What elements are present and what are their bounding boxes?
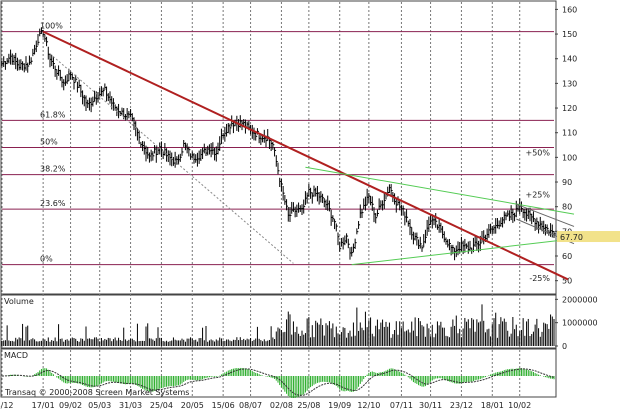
fib-level-label: 23.6% <box>40 199 66 208</box>
fib-level-label: 0% <box>40 255 53 264</box>
fib-level-label: 50% <box>40 138 58 147</box>
x-tick-label: 25/04 <box>150 401 173 410</box>
price-panel-frame <box>0 0 557 295</box>
x-tick-label: 20/05 <box>181 401 204 410</box>
copyright-notice: Transaq © 2000-2008 Screen Market System… <box>4 388 189 397</box>
volume-tick-label: 2000000 <box>562 295 598 304</box>
volume-panel-title: Volume <box>4 297 34 306</box>
y-tick-label: 50 <box>562 277 572 286</box>
macd-series <box>2 367 555 398</box>
volume-tick-label: 0 <box>562 342 567 351</box>
trendline-triangle-upper <box>305 166 575 215</box>
last-price-label: 67.70 <box>560 233 583 242</box>
last-price-marker: 67.70 <box>557 231 620 243</box>
x-tick-label: 23/12 <box>450 401 473 410</box>
x-tick-label: 12/10 <box>357 401 380 410</box>
percent-annotations: +50% +25% -25% <box>526 148 551 283</box>
x-tick-label: 18/01 <box>481 401 504 410</box>
macd-signal-line <box>2 368 555 396</box>
x-tick-label: 15/06 <box>212 401 235 410</box>
y-tick-label: 130 <box>562 79 577 88</box>
y-tick-label: 160 <box>562 5 577 14</box>
trendline-main-downtrend <box>42 30 569 281</box>
date-axis: 14/12 17/01 09/02 05/03 31/03 25/04 20/05 15/06… <box>0 401 531 410</box>
x-tick-label: 14/12 <box>0 401 14 410</box>
x-tick-label: 05/03 <box>88 401 111 410</box>
trendlines <box>42 30 575 281</box>
last-price-box <box>557 231 620 243</box>
x-tick-label: 07/11 <box>390 401 413 410</box>
y-tick-label: 150 <box>562 30 577 39</box>
y-tick-label: 140 <box>562 55 577 64</box>
x-tick-label: 08/07 <box>239 401 262 410</box>
y-tick-label: 60 <box>562 252 572 261</box>
fib-level-label: 61.8% <box>40 110 66 119</box>
x-tick-label: 25/08 <box>297 401 320 410</box>
x-tick-label: 09/02 <box>59 401 82 410</box>
x-tick-label: 17/01 <box>32 401 55 410</box>
y-tick-label: 110 <box>562 129 577 138</box>
volume-bars: 0 1000000 2000000 <box>1 295 598 351</box>
y-tick-label: 120 <box>562 104 577 113</box>
y-tick-label: 90 <box>562 178 572 187</box>
y-tick-label: 80 <box>562 203 572 212</box>
percent-annotation: +25% <box>526 190 551 199</box>
trendline-triangle-lower <box>351 238 575 266</box>
fib-level-label: 100% <box>40 22 63 31</box>
fib-level-label: 38.2% <box>40 165 66 174</box>
x-tick-label: 30/11 <box>419 401 442 410</box>
macd-panel-frame <box>0 348 557 398</box>
x-tick-label: 10/02 <box>508 401 531 410</box>
macd-panel-title: MACD <box>4 351 28 360</box>
trendline-dotted-projection <box>49 53 294 264</box>
y-tick-label: 100 <box>562 153 577 162</box>
x-tick-label: 19/09 <box>328 401 351 410</box>
volume-tick-label: 1000000 <box>562 319 598 328</box>
x-tick-label: 31/03 <box>119 401 142 410</box>
percent-annotation: +50% <box>526 148 551 157</box>
x-tick-label: 02/08 <box>270 401 293 410</box>
trendline-wedge-upper <box>516 203 575 227</box>
fibonacci-levels: 100% 61.8% 50% 38.2% 23.6% 0% <box>2 22 554 266</box>
percent-annotation: -25% <box>529 274 550 283</box>
volume-panel-frame <box>0 294 557 349</box>
